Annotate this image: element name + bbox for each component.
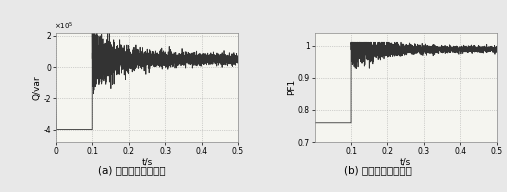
Text: $\times10^{5}$: $\times10^{5}$ bbox=[54, 20, 74, 31]
Text: (b) 系统基波功率因数: (b) 系统基波功率因数 bbox=[344, 165, 412, 175]
Text: (a) 系统基波无功功率: (a) 系统基波无功功率 bbox=[98, 165, 166, 175]
X-axis label: t/s: t/s bbox=[141, 157, 153, 166]
X-axis label: t/s: t/s bbox=[400, 157, 411, 166]
Y-axis label: PF1: PF1 bbox=[287, 79, 296, 95]
Y-axis label: Q/var: Q/var bbox=[33, 75, 42, 100]
